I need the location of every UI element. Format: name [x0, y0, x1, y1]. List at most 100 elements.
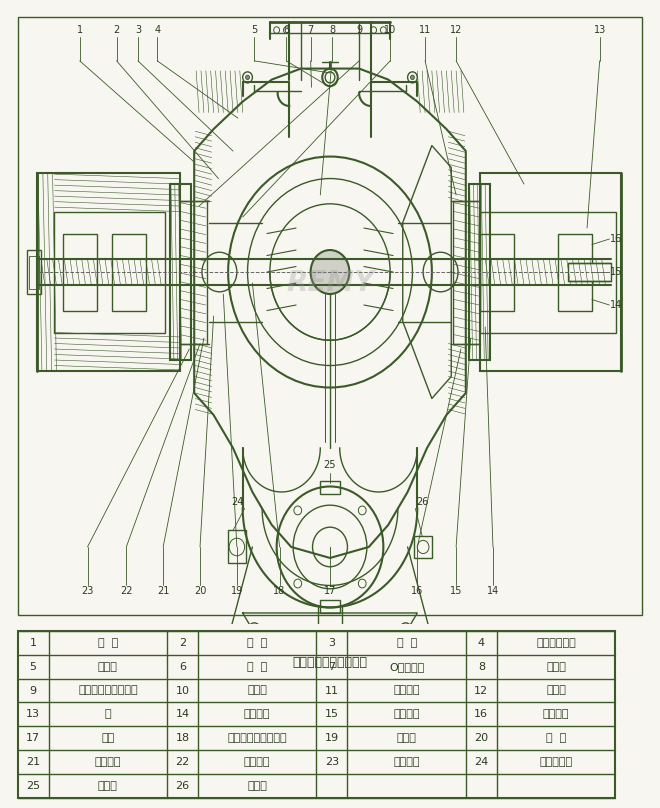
Bar	[194, 671, 466, 684]
Text: 轴承体: 轴承体	[546, 685, 566, 696]
Text: 轴: 轴	[104, 709, 111, 719]
Text: 轴承套: 轴承套	[397, 734, 416, 743]
Text: 21: 21	[157, 586, 170, 596]
Bar	[480, 212, 616, 333]
Text: 5: 5	[251, 25, 257, 35]
Text: 轴承挡圈: 轴承挡圈	[543, 709, 570, 719]
Text: 26: 26	[176, 781, 189, 791]
Text: 21: 21	[26, 757, 40, 768]
Text: 10: 10	[176, 685, 189, 696]
Bar	[320, 481, 340, 494]
Text: 18: 18	[273, 586, 286, 596]
Text: 12: 12	[450, 25, 462, 35]
Text: 9: 9	[356, 25, 362, 35]
Text: 25: 25	[26, 781, 40, 791]
Text: 22: 22	[120, 586, 133, 596]
Text: 17: 17	[324, 586, 336, 596]
Text: 挡水圈: 挡水圈	[248, 685, 267, 696]
Text: 14: 14	[176, 709, 189, 719]
Text: 密封环: 密封环	[98, 662, 117, 671]
Circle shape	[246, 75, 249, 79]
Bar	[414, 536, 432, 558]
Text: 16: 16	[475, 709, 488, 719]
Text: 密封体: 密封体	[546, 662, 566, 671]
Text: 13: 13	[26, 709, 40, 719]
Text: 4: 4	[154, 25, 160, 35]
Text: REMY: REMY	[286, 269, 374, 297]
Bar	[170, 184, 191, 360]
Bar	[469, 184, 490, 360]
Text: 25: 25	[324, 460, 336, 469]
Circle shape	[411, 75, 414, 79]
Text: 16: 16	[411, 586, 424, 596]
Text: 7: 7	[329, 662, 335, 671]
Bar	[53, 212, 165, 333]
Text: 2: 2	[114, 25, 119, 35]
Text: 22: 22	[176, 757, 189, 768]
Text: 轴承压盖: 轴承压盖	[393, 685, 420, 696]
Bar	[112, 234, 146, 310]
Text: 叶  轮: 叶 轮	[247, 638, 267, 648]
Bar	[480, 173, 621, 371]
Bar	[214, 651, 446, 671]
Text: 油标器: 油标器	[248, 781, 267, 791]
Bar	[29, 255, 39, 288]
Text: 13: 13	[593, 25, 606, 35]
Text: 3: 3	[135, 25, 141, 35]
Text: 管  堵: 管 堵	[247, 662, 267, 671]
Text: 轴  承: 轴 承	[546, 734, 566, 743]
Text: 轴承的稀油润滑示意图: 轴承的稀油润滑示意图	[292, 656, 368, 669]
Text: 1: 1	[30, 638, 37, 648]
Text: 锁紧螺母: 锁紧螺母	[393, 757, 420, 768]
Text: 密封压盖或填料压盖: 密封压盖或填料压盖	[78, 685, 138, 696]
Bar	[37, 173, 180, 371]
Bar	[228, 531, 246, 563]
Text: 恒位液位计: 恒位液位计	[539, 757, 573, 768]
Text: 12: 12	[475, 685, 488, 696]
Text: 11: 11	[325, 685, 339, 696]
Text: 19: 19	[231, 586, 243, 596]
Text: 轴承垫圈: 轴承垫圈	[94, 757, 121, 768]
Text: 碟形弹簧: 碟形弹簧	[244, 757, 271, 768]
Text: 23: 23	[81, 586, 94, 596]
Text: 8: 8	[478, 662, 485, 671]
Text: 11: 11	[419, 25, 431, 35]
Text: 18: 18	[176, 734, 189, 743]
Text: 机械密封或填料密封: 机械密封或填料密封	[228, 734, 287, 743]
Text: O形密封圈: O形密封圈	[389, 662, 424, 671]
Text: 20: 20	[475, 734, 488, 743]
Bar	[558, 234, 592, 310]
Text: 8: 8	[329, 25, 335, 35]
Circle shape	[311, 250, 349, 294]
Text: 6: 6	[283, 25, 290, 35]
Bar	[63, 234, 97, 310]
Text: 10: 10	[384, 25, 396, 35]
Bar	[320, 600, 340, 613]
Text: 19: 19	[325, 734, 339, 743]
Text: 20: 20	[194, 586, 206, 596]
Text: 17: 17	[26, 734, 40, 743]
Text: 泵  体: 泵 体	[98, 638, 118, 648]
Text: 5: 5	[30, 662, 37, 671]
Text: 15: 15	[610, 267, 622, 277]
Text: 23: 23	[325, 757, 339, 768]
Text: 24: 24	[474, 757, 488, 768]
Text: 15: 15	[450, 586, 462, 596]
Text: 3: 3	[329, 638, 335, 648]
Text: 15: 15	[325, 709, 339, 719]
Text: 6: 6	[179, 662, 186, 671]
Text: 9: 9	[30, 685, 37, 696]
Text: 1: 1	[77, 25, 82, 35]
Text: 水冲洗管部件: 水冲洗管部件	[536, 638, 576, 648]
Text: 7: 7	[308, 25, 313, 35]
Text: 泵  盖: 泵 盖	[397, 638, 416, 648]
Text: 14: 14	[610, 300, 622, 310]
Text: 弹性挡圈: 弹性挡圈	[393, 709, 420, 719]
Bar	[480, 234, 514, 310]
Text: 14: 14	[487, 586, 499, 596]
Text: 骨架油封: 骨架油封	[244, 709, 271, 719]
Bar	[27, 250, 41, 294]
Bar	[568, 263, 611, 281]
Text: 轴套: 轴套	[101, 734, 114, 743]
Text: 16: 16	[610, 234, 622, 244]
